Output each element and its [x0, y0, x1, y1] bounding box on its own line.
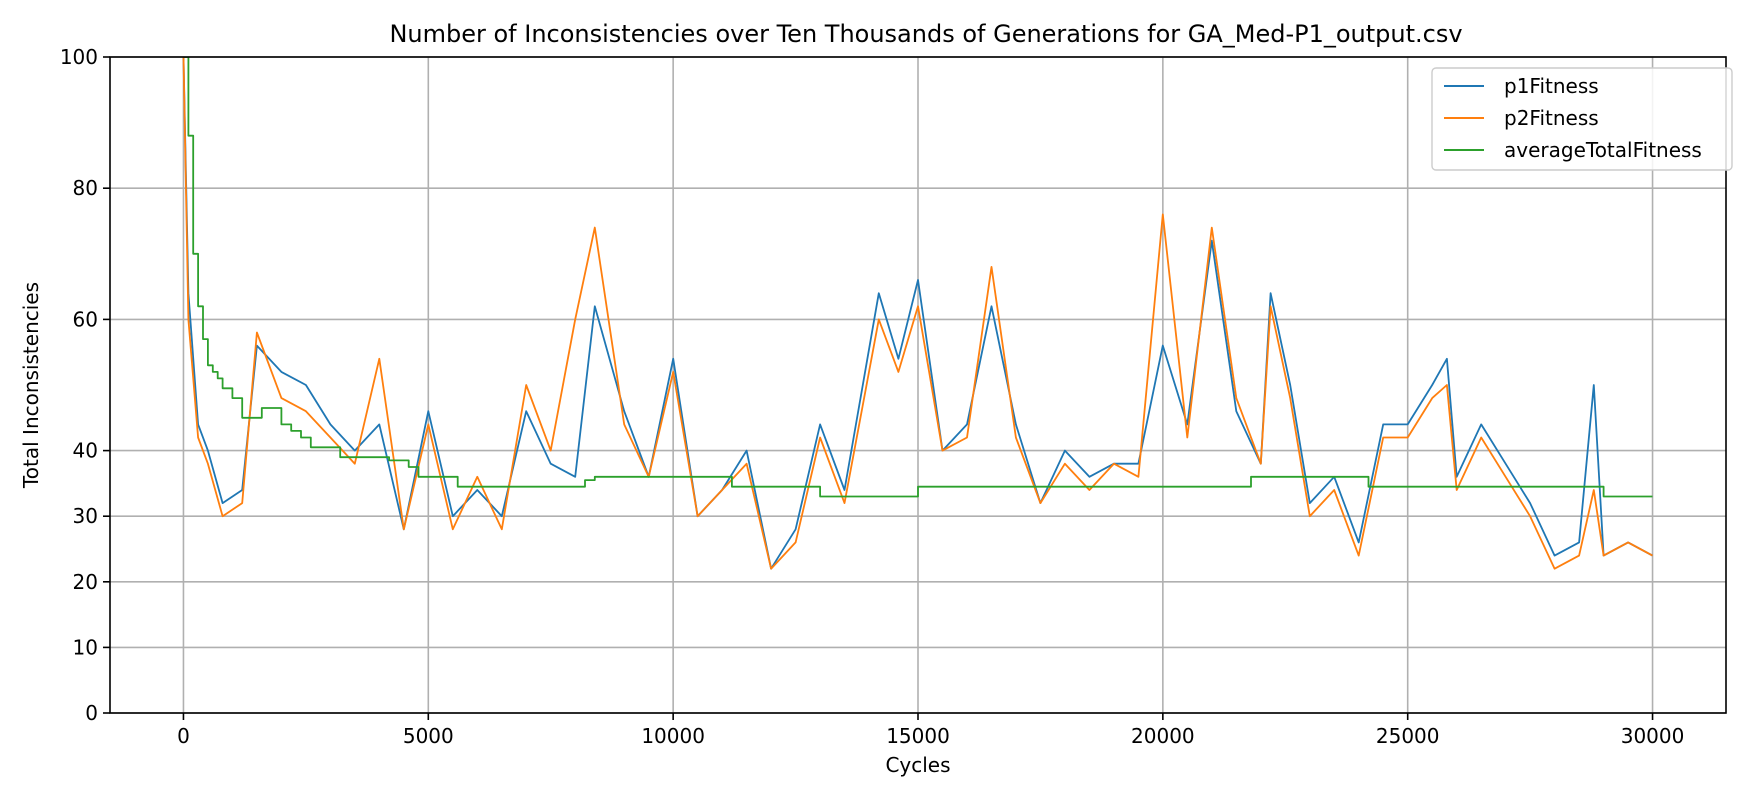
y-tick-label: 10 — [73, 635, 98, 659]
y-tick-label: 20 — [73, 570, 98, 594]
y-tick-label: 80 — [73, 176, 98, 200]
legend-label: p2Fitness — [1504, 106, 1599, 130]
series-line-p1Fitness — [182, 57, 1653, 570]
y-tick-label: 60 — [73, 307, 98, 331]
legend-box — [1431, 67, 1733, 171]
y-tick-label: 100 — [60, 45, 98, 69]
series-line-p2Fitness — [182, 57, 1653, 570]
x-tick-label: 0 — [177, 724, 190, 748]
legend: p1Fitness p2Fitness averageTotalFitness — [1431, 67, 1733, 171]
x-tick-label: 20000 — [1131, 724, 1195, 748]
x-tick-label: 10000 — [641, 724, 705, 748]
x-axis-ticks: 0 5000 10000 15000 20000 25000 30000 — [177, 713, 1684, 748]
y-axis-ticks: 0 10 20 30 40 60 80 100 — [60, 45, 110, 725]
series-line-averageTotalFitness — [183, 57, 1653, 498]
y-tick-label: 0 — [85, 701, 98, 725]
x-tick-label: 15000 — [886, 724, 950, 748]
y-axis-label: Total Inconsistencies — [19, 282, 43, 489]
legend-label: p1Fitness — [1504, 74, 1599, 98]
x-tick-label: 25000 — [1376, 724, 1440, 748]
y-tick-label: 40 — [73, 439, 98, 463]
x-tick-label: 5000 — [403, 724, 454, 748]
x-tick-label: 30000 — [1621, 724, 1685, 748]
legend-label: averageTotalFitness — [1504, 138, 1702, 162]
chart-title: Number of Inconsistencies over Ten Thous… — [389, 20, 1462, 48]
x-axis-label: Cycles — [885, 753, 950, 777]
y-tick-label: 30 — [73, 504, 98, 528]
plot-series — [182, 57, 1653, 570]
